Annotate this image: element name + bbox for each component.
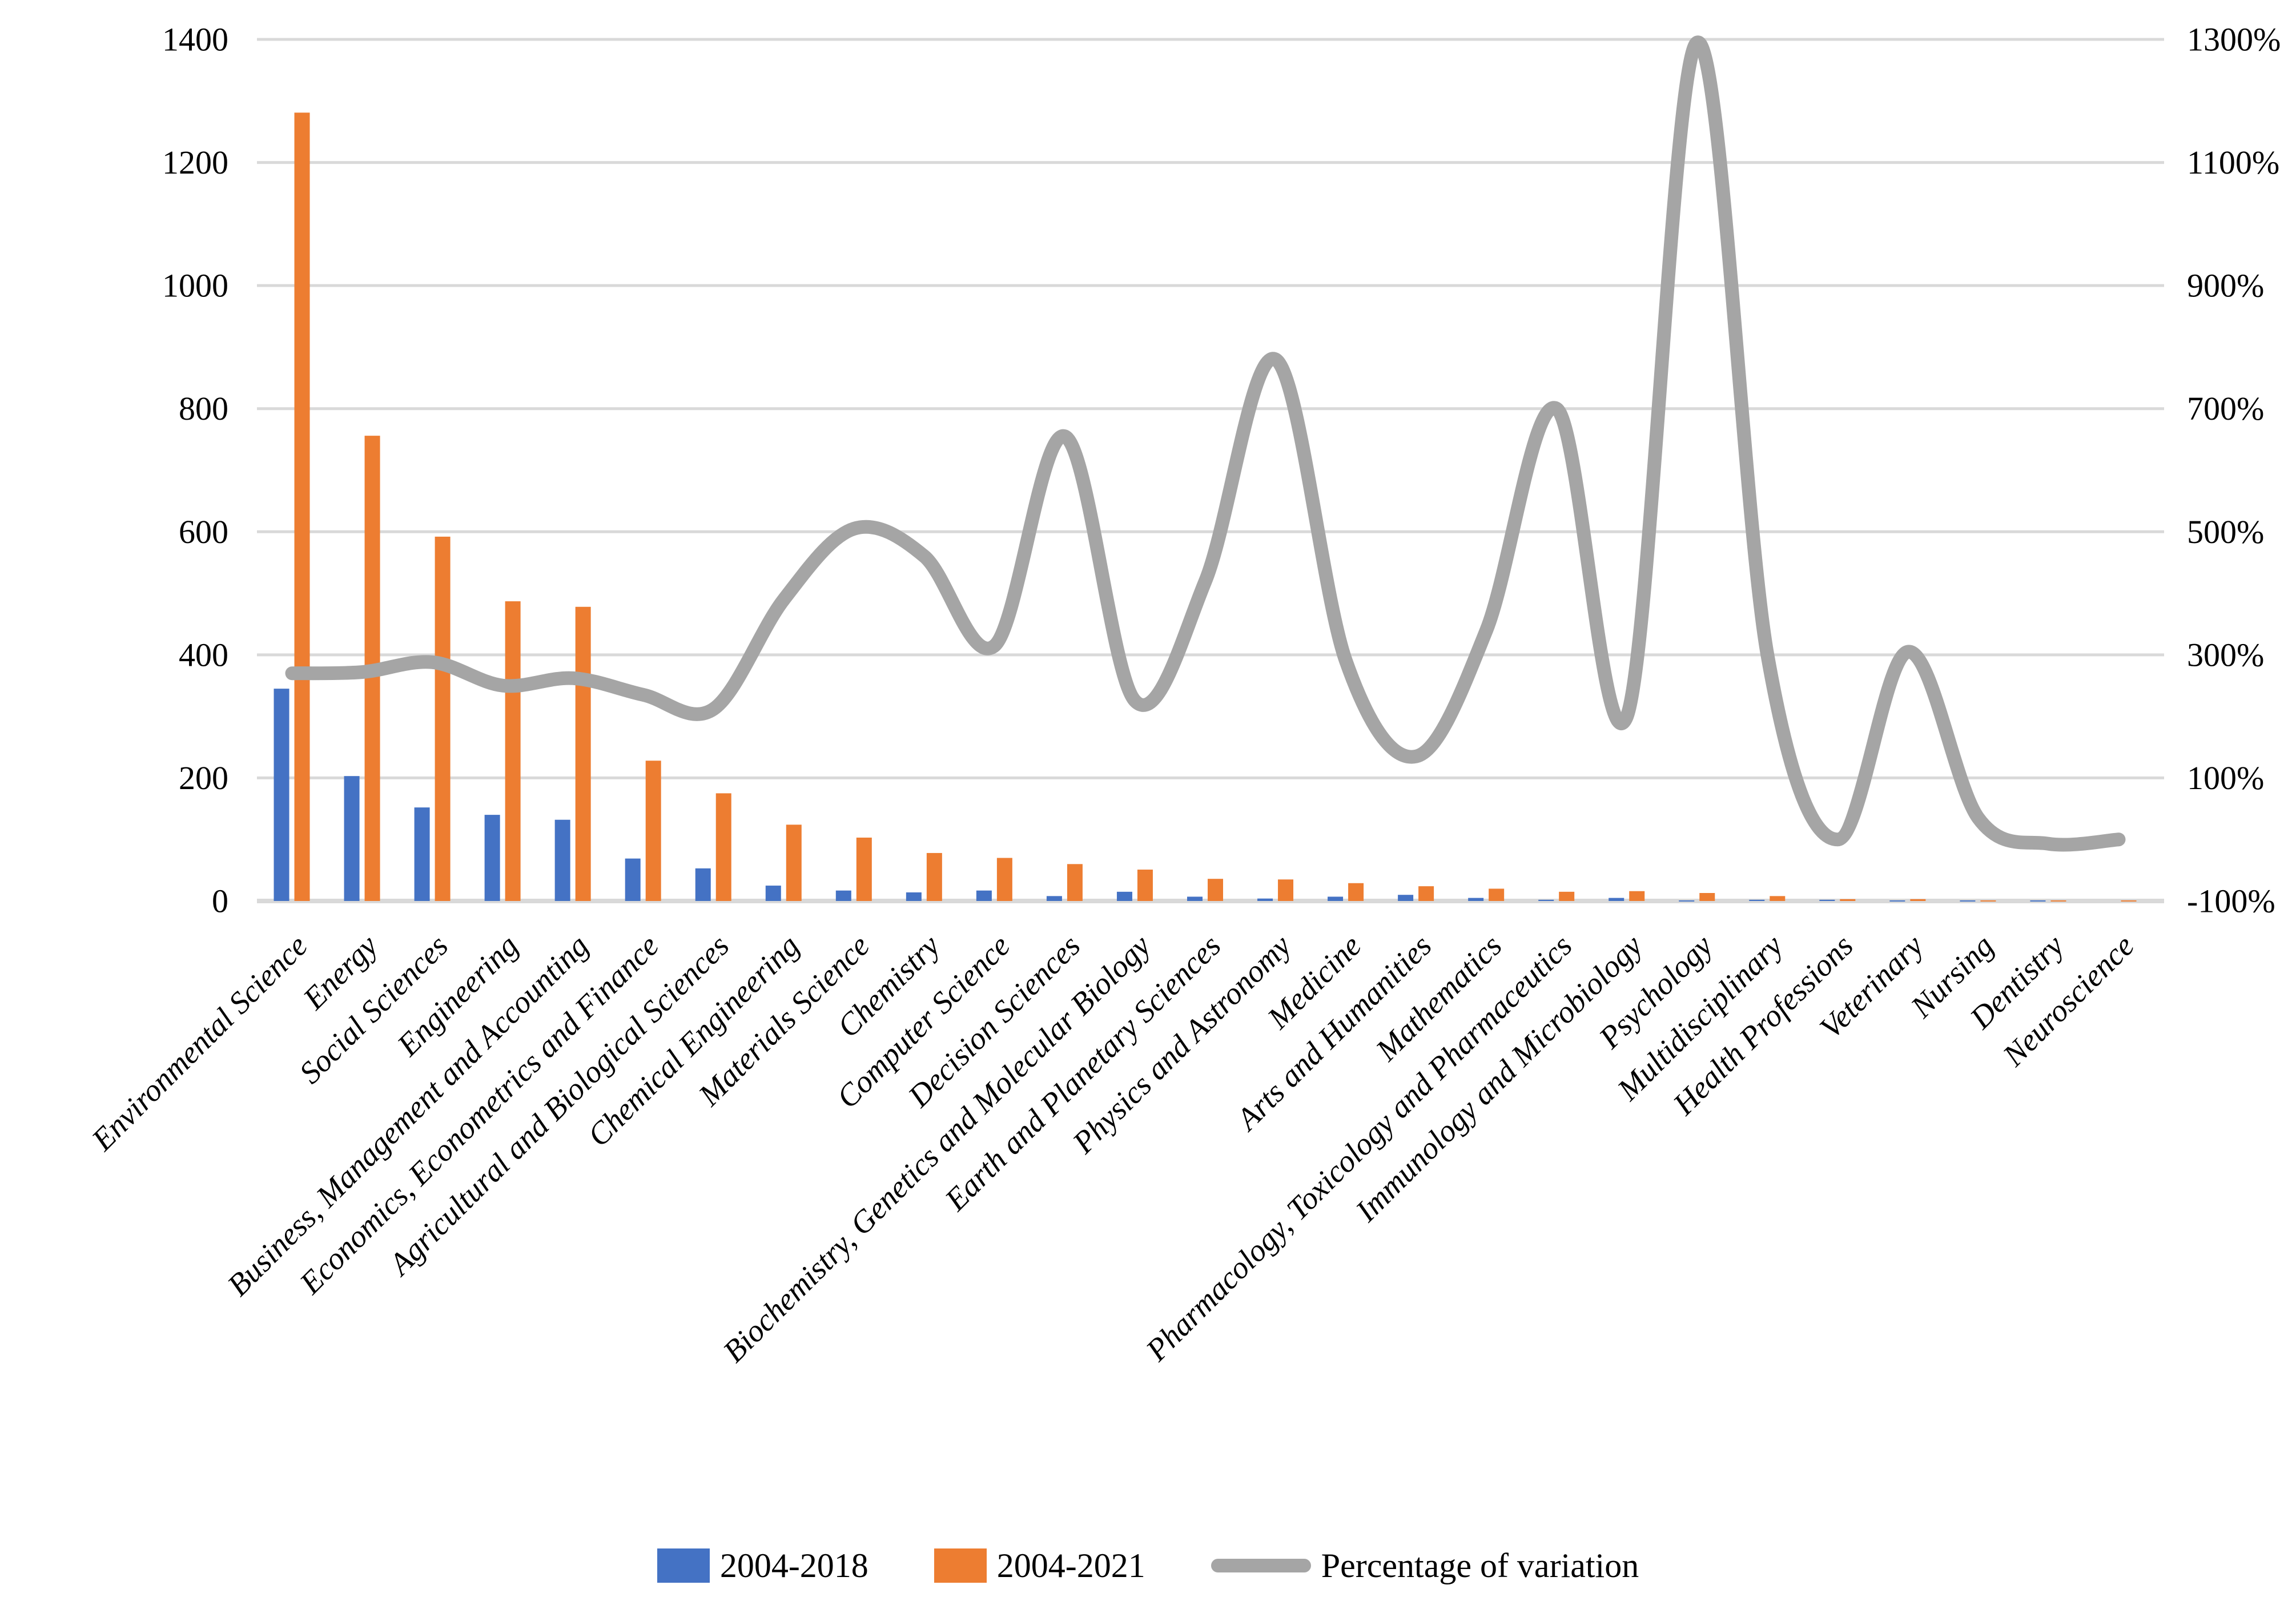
bar-2004-2021 — [645, 761, 661, 901]
bar-2004-2018 — [695, 868, 711, 901]
legend-item-percentage-of-variation: Percentage of variation — [1211, 1548, 1639, 1583]
bar-2004-2018 — [1679, 900, 1695, 902]
legend-label: 2004-2018 — [719, 1547, 868, 1584]
bar-2004-2018 — [1960, 900, 1976, 902]
right-axis-tick-label: 500% — [2187, 513, 2264, 550]
bar-2004-2021 — [1770, 896, 1786, 901]
bar-2004-2021 — [505, 601, 521, 901]
bar-2004-2021 — [1067, 864, 1083, 901]
bar-2004-2018 — [484, 815, 500, 901]
bar-2004-2021 — [294, 112, 310, 901]
bar-2004-2021 — [2121, 900, 2137, 902]
legend-swatch-orange-bar-icon — [934, 1548, 987, 1583]
bar-2004-2018 — [1609, 898, 1625, 901]
bar-2004-2018 — [554, 819, 570, 901]
bar-2004-2018 — [414, 807, 430, 901]
left-axis-tick-label: 600 — [179, 513, 228, 550]
left-axis-tick-label: 200 — [179, 759, 228, 797]
right-axis-tick-label: 1100% — [2187, 144, 2279, 181]
category-label: Environmental Science — [85, 928, 314, 1157]
bar-2004-2021 — [1840, 899, 1856, 901]
left-axis-tick-label: 400 — [179, 636, 228, 673]
chart-legend: 2004-2018 2004-2021 Percentage of variat… — [0, 1548, 2296, 1583]
bar-2004-2018 — [1819, 899, 1835, 901]
legend-swatch-blue-bar-icon — [657, 1548, 710, 1583]
bar-2004-2021 — [786, 824, 802, 901]
right-axis-tick-label: -100% — [2187, 883, 2275, 920]
bar-2004-2018 — [765, 886, 781, 901]
bar-2004-2021 — [856, 837, 872, 901]
bar-2004-2018 — [1328, 896, 1344, 901]
bar-2004-2018 — [1468, 898, 1484, 901]
bar-2004-2021 — [575, 606, 591, 901]
legend-item-2004-2021: 2004-2021 — [934, 1548, 1145, 1583]
legend-label: Percentage of variation — [1321, 1547, 1639, 1584]
left-axis-tick-label: 1200 — [162, 144, 228, 181]
bar-2004-2018 — [344, 776, 360, 901]
right-axis-tick-label: 100% — [2187, 759, 2264, 797]
bar-2004-2018 — [2030, 900, 2046, 902]
bar-2004-2018 — [976, 890, 992, 901]
bar-2004-2021 — [1629, 891, 1645, 901]
bar-2004-2021 — [1137, 870, 1153, 901]
right-axis-tick-label: 300% — [2187, 636, 2264, 673]
right-axis-tick-label: 700% — [2187, 390, 2264, 427]
bar-2004-2021 — [715, 793, 731, 901]
bar-2004-2021 — [1418, 886, 1434, 901]
bar-2004-2021 — [926, 852, 942, 901]
bar-2004-2021 — [1278, 879, 1294, 901]
bar-2004-2021 — [435, 536, 451, 901]
bar-2004-2018 — [835, 890, 851, 901]
bar-2004-2018 — [1538, 899, 1554, 901]
left-axis-tick-label: 0 — [212, 883, 228, 920]
percentage-of-variation-line — [285, 35, 2126, 852]
bar-2004-2021 — [1980, 900, 1996, 902]
legend-item-2004-2018: 2004-2018 — [657, 1548, 868, 1583]
bar-2004-2021 — [1208, 879, 1223, 901]
right-axis-tick-label: 1300% — [2187, 21, 2281, 58]
bar-2004-2018 — [625, 858, 641, 901]
bar-2004-2021 — [2050, 900, 2066, 902]
bar-2004-2018 — [1749, 899, 1765, 901]
left-axis-tick-label: 1400 — [162, 21, 228, 58]
bar-2004-2018 — [1398, 895, 1414, 901]
right-axis-tick-label: 900% — [2187, 267, 2264, 304]
bar-2004-2021 — [1489, 888, 1505, 901]
bar-2004-2018 — [274, 689, 289, 901]
bar-2004-2018 — [1046, 896, 1062, 901]
bar-2004-2018 — [1187, 896, 1203, 901]
bar-2004-2021 — [1559, 891, 1575, 901]
bar-2004-2021 — [996, 858, 1012, 901]
bar-2004-2018 — [1116, 891, 1132, 901]
legend-label: 2004-2021 — [996, 1547, 1145, 1584]
bar-2004-2018 — [906, 892, 922, 901]
left-axis-tick-label: 1000 — [162, 267, 228, 304]
bar-2004-2018 — [1257, 898, 1273, 901]
bar-2004-2018 — [1889, 900, 1905, 902]
bar-2004-2021 — [1910, 899, 1926, 901]
legend-swatch-gray-line-icon — [1211, 1559, 1311, 1572]
bar-2004-2021 — [1699, 892, 1715, 901]
bar-2004-2021 — [1348, 883, 1364, 901]
left-axis-tick-label: 800 — [179, 390, 228, 427]
